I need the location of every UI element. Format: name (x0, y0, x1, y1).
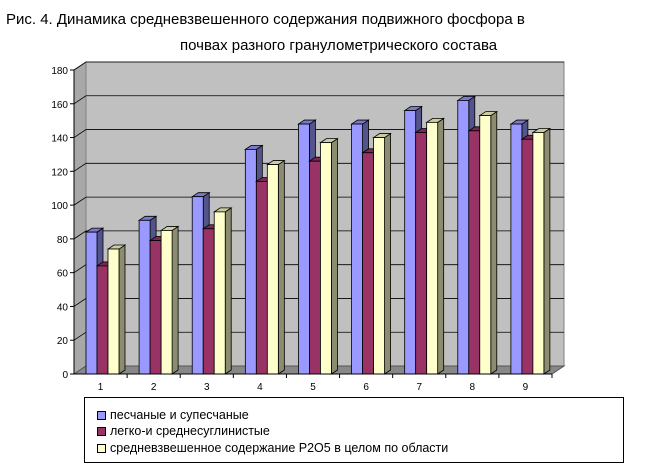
y-tick-label: 180 (51, 66, 68, 77)
bar-front (510, 123, 523, 375)
x-tick-label: 4 (257, 382, 263, 393)
x-tick-label: 9 (523, 382, 529, 393)
legend-swatch-loamy (97, 426, 106, 436)
bar (319, 137, 339, 375)
bar-front (521, 138, 534, 375)
bar-front (532, 132, 545, 375)
bar-front (149, 240, 162, 375)
bar-front (373, 137, 385, 375)
bar-front (85, 231, 98, 375)
bar-side (118, 244, 126, 375)
bar-front (138, 219, 151, 375)
bar-front (426, 121, 439, 375)
chart-title-line-2: почвах разного гранулометрического соста… (180, 37, 498, 54)
y-tick-label: 60 (57, 269, 69, 280)
bar-front (415, 132, 428, 375)
bar-front (404, 110, 417, 375)
x-tick-label: 6 (363, 382, 369, 393)
legend-label-average: средневзвешенное содержание Р2О5 в целом… (110, 441, 449, 455)
y-tick-label: 20 (57, 336, 69, 347)
bar-front (457, 100, 470, 375)
x-tick-label: 1 (98, 382, 104, 393)
bar (212, 207, 233, 375)
bar-side (437, 117, 445, 375)
x-tick-label: 2 (151, 382, 157, 393)
bar (106, 244, 127, 375)
bar-side (331, 137, 338, 375)
legend-label-sandy: песчаные и супесчаные (110, 408, 249, 422)
bar-front (468, 130, 481, 375)
x-tick-label: 7 (416, 382, 422, 393)
legend-entry-loamy: легко-и среднесуглинистые (97, 423, 270, 439)
y-tick-label: 120 (51, 167, 68, 178)
legend: песчаные и супесчаные легко-и среднесугл… (84, 397, 624, 463)
bar-front (96, 265, 109, 375)
bar-side (543, 127, 551, 375)
bar-front (351, 123, 363, 375)
bar-front (107, 248, 120, 375)
bar-front (309, 160, 321, 375)
legend-entry-average: средневзвешенное содержание Р2О5 в целом… (97, 440, 448, 456)
bar-front (298, 123, 310, 375)
bar-side (490, 110, 498, 375)
bar-front (266, 164, 279, 375)
gridline (73, 61, 564, 71)
bars (84, 95, 552, 375)
bar (159, 225, 180, 375)
y-tick-label: 40 (57, 302, 69, 313)
bar-front (191, 196, 204, 375)
y-tick-label: 100 (51, 201, 68, 212)
bar-front (202, 228, 215, 375)
legend-swatch-average (97, 443, 106, 453)
bar-front (362, 152, 374, 375)
chart-title-line-1: Рис. 4. Динамика средневзвешенного содер… (6, 11, 525, 28)
y-tick-label: 140 (51, 134, 68, 145)
legend-label-loamy: легко-и среднесуглинистые (110, 424, 270, 438)
legend-entry-sandy: песчаные и супесчаные (97, 407, 249, 423)
bar-front (213, 211, 226, 375)
bar-side (171, 225, 179, 375)
y-tick-label: 160 (51, 100, 68, 111)
bar-front (479, 115, 492, 375)
bar-side (384, 132, 391, 375)
bar-side (277, 159, 285, 375)
axes: 0 20 40 60 80 100 120 140 160 180 1 2 3 4 5 6 7 8 9 (51, 66, 553, 393)
bar-side (224, 207, 232, 375)
bar (425, 117, 445, 375)
y-tick-label: 0 (62, 370, 68, 381)
bar (372, 132, 392, 375)
legend-swatch-sandy (97, 410, 106, 420)
bar (478, 110, 499, 375)
gridline (73, 95, 564, 105)
x-tick-label: 5 (310, 382, 316, 393)
x-tick-label: 8 (470, 382, 476, 393)
bar-front (160, 230, 173, 375)
bar-front (320, 142, 332, 375)
bar-front (244, 148, 257, 375)
x-tick-label: 3 (204, 382, 210, 393)
bar (531, 127, 552, 375)
y-tick-label: 80 (57, 235, 69, 246)
bar (266, 159, 286, 375)
side-wall (73, 61, 87, 375)
bar-front (255, 181, 268, 375)
